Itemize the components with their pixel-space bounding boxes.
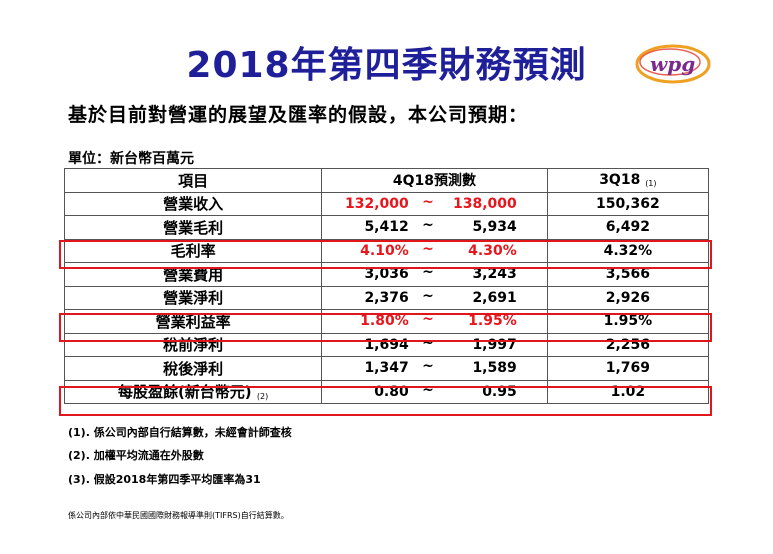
table-row: 毛利率 4.10% ~4.30% 4.32% bbox=[63, 238, 710, 263]
row-item: 稅前淨利 bbox=[63, 332, 323, 357]
row-prev: 2,926 bbox=[546, 285, 710, 310]
row-forecast: 1,347 ~1,589 bbox=[321, 356, 548, 381]
table-row: 營業收入 132,000 ~138,000 150,362 bbox=[63, 191, 710, 216]
range-tilde: ~ bbox=[422, 217, 434, 234]
row-forecast: 132,000 ~138,000 bbox=[321, 191, 548, 216]
range-tilde: ~ bbox=[422, 193, 434, 210]
row-item: 營業收入 bbox=[63, 191, 323, 216]
forecast-low: 1.80% bbox=[360, 313, 409, 330]
row-prev: 6,492 bbox=[546, 215, 710, 240]
row-forecast: 5,412 ~5,934 bbox=[321, 215, 548, 240]
forecast-low: 4.10% bbox=[360, 242, 409, 259]
subtitle: 基於目前對營運的展望及匯率的假設，本公司預期： bbox=[68, 104, 529, 126]
row-forecast: 2,376 ~2,691 bbox=[321, 285, 548, 310]
highlight-box-eps bbox=[59, 386, 712, 416]
forecast-table: 項目 4Q18預測數 3Q18 (1) 營業收入 132,000 ~138,000 1… bbox=[63, 168, 710, 404]
row-item: 營業淨利 bbox=[63, 285, 323, 310]
row-forecast: 0.80 ~0.95 bbox=[321, 379, 548, 404]
table-row: 每股盈餘(新台幣元) (2) 0.80 ~0.95 1.02 bbox=[63, 379, 710, 404]
table-row: 營業費用 3,036 ~3,243 3,566 bbox=[63, 262, 710, 287]
forecast-high: 1,589 bbox=[472, 360, 517, 377]
unit-label: 單位：新台幣百萬元 bbox=[68, 151, 194, 167]
forecast-high: 138,000 bbox=[452, 195, 517, 212]
forecast-high: 4.30% bbox=[468, 242, 517, 259]
row-prev: 3,566 bbox=[546, 262, 710, 287]
forecast-high: 2,691 bbox=[472, 289, 517, 306]
range-tilde: ~ bbox=[422, 264, 434, 281]
forecast-low: 132,000 bbox=[344, 195, 409, 212]
range-tilde: ~ bbox=[422, 287, 434, 304]
forecast-low: 5,412 bbox=[364, 219, 409, 236]
row-prev: 1,769 bbox=[546, 356, 710, 381]
table-row: 營業淨利 2,376 ~2,691 2,926 bbox=[63, 285, 710, 310]
forecast-low: 1,347 bbox=[364, 360, 409, 377]
header-item: 項目 bbox=[63, 168, 323, 193]
table-row: 營業毛利 5,412 ~5,934 6,492 bbox=[63, 215, 710, 240]
range-tilde: ~ bbox=[422, 381, 434, 398]
note-3: (3). 假設2018年第四季平均匯率為31 bbox=[68, 473, 261, 486]
forecast-high: 5,934 bbox=[472, 219, 517, 236]
forecast-low: 3,036 bbox=[364, 266, 409, 283]
range-tilde: ~ bbox=[422, 334, 434, 351]
row-item: 營業費用 bbox=[63, 262, 323, 287]
row-forecast: 4.10% ~4.30% bbox=[321, 238, 548, 263]
note-2: (2). 加權平均流通在外股數 bbox=[68, 449, 204, 462]
highlight-box-operating-margin bbox=[59, 313, 712, 342]
row-prev: 4.32% bbox=[546, 238, 710, 263]
range-tilde: ~ bbox=[422, 240, 434, 257]
row-prev: 150,362 bbox=[546, 191, 710, 216]
footer-note: 係公司內部依中華民國國際財務報導準則(TIFRS)自行結算數。 bbox=[68, 511, 289, 520]
row-forecast: 3,036 ~3,243 bbox=[321, 262, 548, 287]
row-item: 營業毛利 bbox=[63, 215, 323, 240]
logo-text: wpg bbox=[650, 52, 695, 76]
page-title: 2018年第四季財務預測 bbox=[186, 45, 587, 86]
forecast-low: 2,376 bbox=[364, 289, 409, 306]
forecast-high: 1.95% bbox=[468, 313, 517, 330]
table-header-row: 項目 4Q18預測數 3Q18 (1) bbox=[63, 168, 710, 193]
range-tilde: ~ bbox=[422, 311, 434, 328]
header-forecast: 4Q18預測數 bbox=[321, 168, 548, 193]
wpg-logo: wpg bbox=[635, 44, 711, 84]
row-prev: 1.02 bbox=[546, 379, 710, 404]
row-item: 稅後淨利 bbox=[63, 356, 323, 381]
header-prev: 3Q18 (1) bbox=[546, 168, 710, 193]
range-tilde: ~ bbox=[422, 358, 434, 375]
table-row: 稅後淨利 1,347 ~1,589 1,769 bbox=[63, 356, 710, 381]
row-item: 毛利率 bbox=[63, 238, 323, 263]
forecast-high: 3,243 bbox=[472, 266, 517, 283]
note-1: (1). 係公司內部自行結算數，未經會計師查核 bbox=[68, 426, 292, 439]
row-prev: 2,256 bbox=[546, 332, 710, 357]
highlight-box-gross-margin bbox=[59, 240, 712, 269]
